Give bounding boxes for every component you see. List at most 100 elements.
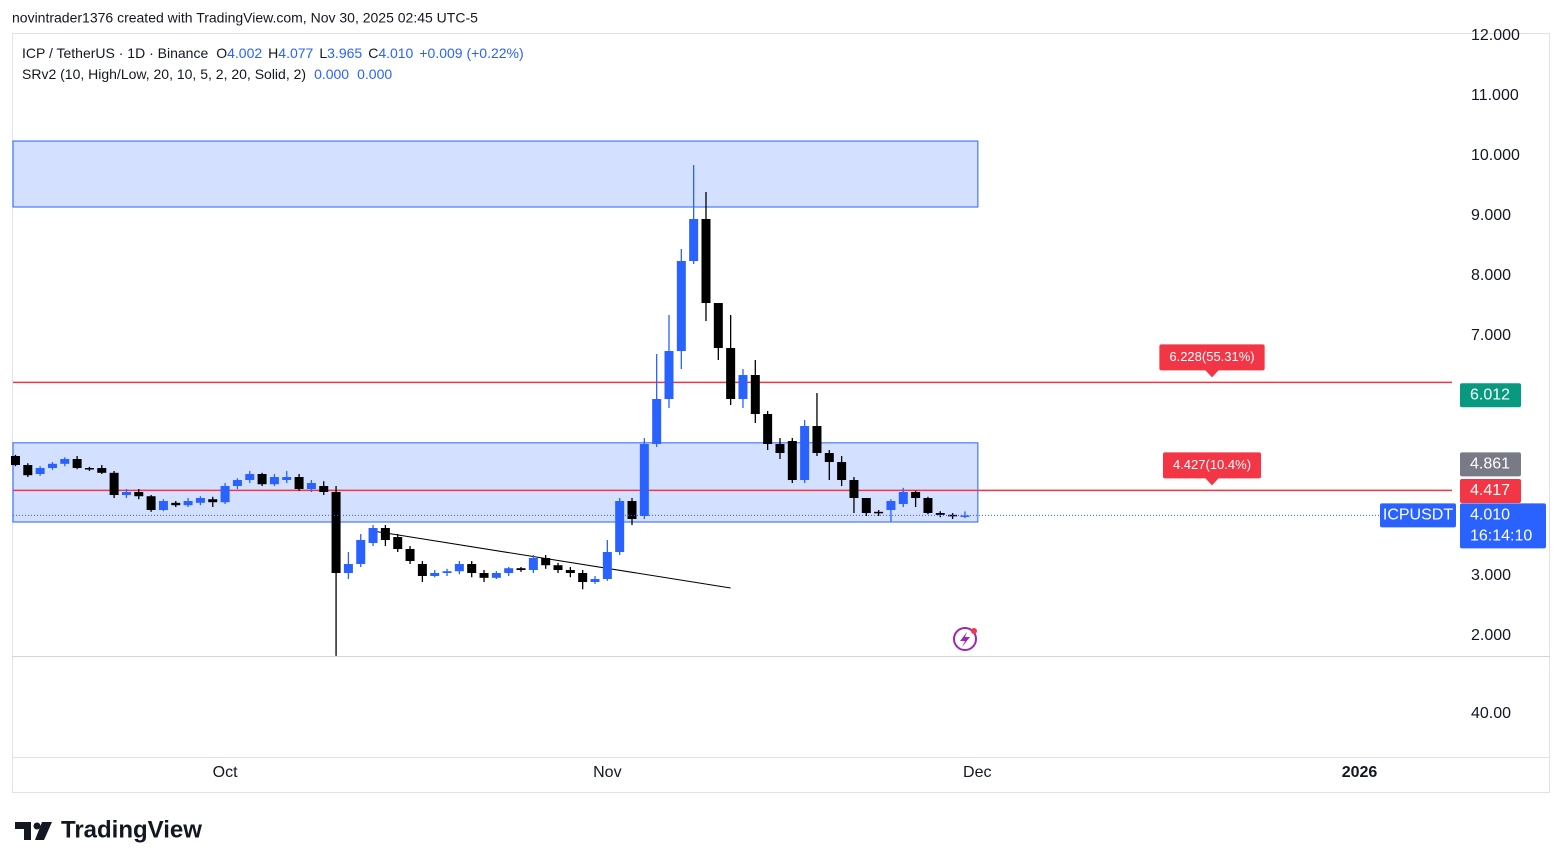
y-tick-label: 10.000 bbox=[1471, 147, 1520, 164]
candle-body bbox=[738, 375, 748, 400]
candle-body bbox=[269, 477, 279, 485]
callout-box bbox=[1162, 452, 1262, 479]
change: +0.009 (+0.22%) bbox=[419, 45, 523, 61]
ohlc-value: 4.077 bbox=[278, 45, 313, 61]
y-tick-label: 12.000 bbox=[1471, 27, 1520, 44]
candle-body bbox=[97, 468, 107, 473]
candle-body bbox=[158, 501, 168, 511]
candle-body bbox=[812, 426, 822, 454]
candle-body bbox=[479, 573, 489, 578]
y-tick-label: 7.000 bbox=[1471, 327, 1511, 344]
candle-body bbox=[590, 579, 600, 583]
candle-body bbox=[393, 537, 403, 550]
callout: 4.427(10.4%) bbox=[1162, 452, 1262, 486]
symbol-tag-label: ICPUSDT bbox=[1383, 507, 1453, 524]
alert-bolt bbox=[960, 632, 970, 647]
price-badge-label: 4.417 bbox=[1470, 482, 1510, 499]
zone bbox=[12, 442, 979, 523]
indicator-name: SRv2 (10, High/Low, 20, 10, 5, 2, 20, So… bbox=[22, 66, 306, 82]
candle-body bbox=[442, 571, 452, 574]
candle-body bbox=[232, 480, 242, 487]
price-badge-label: 6.012 bbox=[1470, 387, 1510, 404]
candle-body bbox=[960, 515, 970, 517]
candle-body bbox=[430, 573, 440, 577]
logo-mark bbox=[35, 822, 52, 840]
logo: TradingView bbox=[15, 816, 202, 843]
alert-icon bbox=[953, 627, 977, 651]
candle-body bbox=[121, 492, 131, 496]
candle-body bbox=[454, 564, 464, 572]
candle-body bbox=[356, 540, 366, 565]
candle-body bbox=[245, 474, 255, 481]
candle-body bbox=[849, 480, 859, 499]
candle-body bbox=[47, 463, 57, 469]
candle-body bbox=[541, 558, 551, 566]
candle-body bbox=[923, 498, 933, 514]
price-badge bbox=[1460, 479, 1521, 503]
ohlc-key: C bbox=[368, 45, 378, 61]
candle-body bbox=[208, 499, 218, 503]
x-tick-label: 2026 bbox=[1342, 764, 1378, 781]
x-tick-label: Oct bbox=[213, 764, 238, 781]
candle-body bbox=[171, 502, 181, 506]
candle-body bbox=[701, 219, 711, 304]
candle-body bbox=[676, 261, 686, 352]
candle-body bbox=[713, 303, 723, 349]
candle-body bbox=[602, 552, 612, 580]
candle-body bbox=[800, 426, 810, 481]
candle-body bbox=[911, 492, 921, 499]
candle-body bbox=[368, 528, 378, 544]
candle-body bbox=[84, 468, 94, 470]
indicator-value: 0.000 bbox=[357, 66, 392, 82]
candle-body bbox=[750, 375, 760, 415]
ohlc-key: H bbox=[268, 45, 278, 61]
candle-body bbox=[886, 501, 896, 511]
y-tick-label: 9.000 bbox=[1471, 207, 1511, 224]
alert-circle bbox=[953, 627, 977, 651]
zone bbox=[12, 140, 979, 208]
candle-body bbox=[528, 558, 538, 571]
y-tick-label: 3.000 bbox=[1471, 567, 1511, 584]
candle-body bbox=[837, 462, 847, 481]
candle-body bbox=[467, 564, 477, 574]
candle-body bbox=[195, 498, 205, 503]
candle-body bbox=[935, 513, 945, 515]
candle-body bbox=[787, 441, 797, 481]
candle-body bbox=[331, 492, 341, 574]
y-tick-label: 11.000 bbox=[1471, 87, 1519, 104]
symbol-tag bbox=[1380, 503, 1456, 528]
logo-text: TradingView bbox=[61, 816, 202, 843]
header-title: novintrader1376 created with TradingView… bbox=[12, 10, 478, 26]
candle-body bbox=[898, 492, 908, 505]
candle-body bbox=[109, 472, 119, 496]
callout-label: 6.228(55.31%) bbox=[1169, 349, 1254, 364]
ohlc-value: 4.002 bbox=[227, 45, 262, 61]
candle-body bbox=[578, 573, 588, 583]
symbol: ICP / TetherUS · 1D · Binance bbox=[22, 45, 208, 61]
candle-body bbox=[134, 492, 144, 497]
candle-body bbox=[282, 477, 292, 481]
logo-mark bbox=[15, 822, 31, 840]
logo-dot bbox=[33, 822, 41, 830]
candle-body bbox=[183, 501, 193, 506]
callout-box bbox=[1159, 344, 1265, 371]
candle-body bbox=[10, 456, 20, 466]
indicator-legend: SRv2 (10, High/Low, 20, 10, 5, 2, 20, So… bbox=[22, 66, 392, 82]
candle-body bbox=[417, 564, 427, 577]
x-tick-label: Dec bbox=[963, 764, 991, 781]
candle-body bbox=[72, 459, 82, 469]
candle-body bbox=[664, 351, 674, 400]
candle-body bbox=[516, 568, 526, 571]
last-price-badge bbox=[1460, 503, 1546, 549]
ohlc-key: L bbox=[319, 45, 327, 61]
candle-body bbox=[319, 486, 329, 493]
y-tick-label: 2.000 bbox=[1471, 627, 1511, 644]
candle-body bbox=[380, 528, 390, 541]
lower-pane-label: 40.00 bbox=[1471, 705, 1511, 722]
symbol-legend: ICP / TetherUS · 1D · Binance O4.002 H4.07… bbox=[22, 45, 524, 61]
candle-body bbox=[565, 570, 575, 574]
trendline bbox=[372, 530, 731, 589]
callout-pointer bbox=[1205, 477, 1219, 486]
candle-body bbox=[824, 453, 834, 463]
